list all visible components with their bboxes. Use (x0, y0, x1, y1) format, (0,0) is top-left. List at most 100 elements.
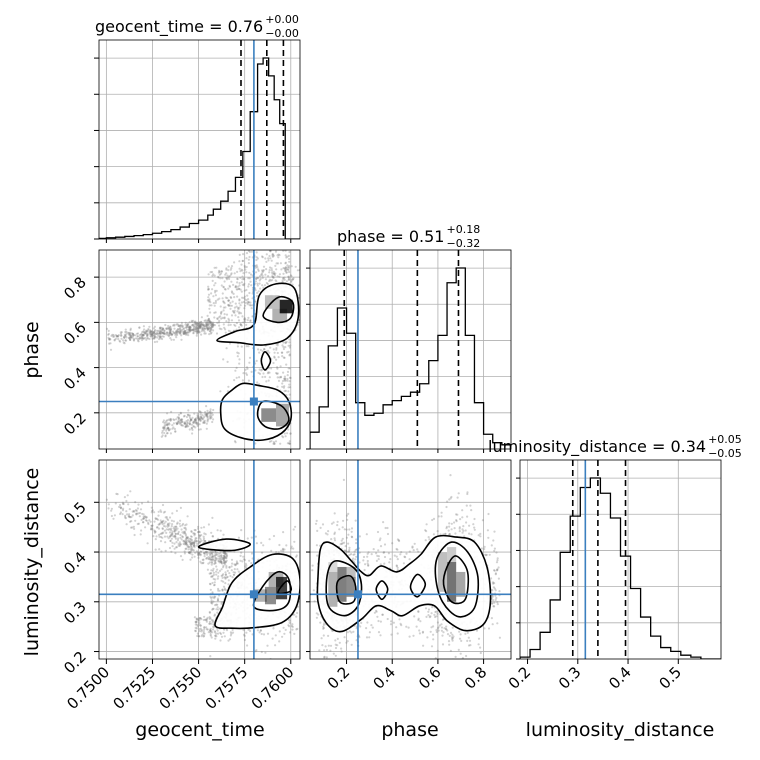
scatter-point (227, 269, 230, 272)
scatter-point (233, 272, 236, 275)
scatter-point (226, 569, 229, 573)
scatter-point (192, 421, 195, 424)
scatter-point (261, 274, 264, 277)
scatter-point (165, 328, 169, 331)
scatter-point (230, 558, 234, 561)
scatter-point (244, 565, 247, 568)
scatter-point (222, 558, 225, 561)
scatter-point (204, 332, 207, 335)
scatter-point (292, 547, 295, 550)
scatter-point (216, 317, 219, 320)
scatter-point (216, 599, 219, 602)
scatter-point (219, 558, 222, 561)
histogram-bar (347, 333, 356, 449)
scatter-point (160, 535, 163, 539)
scatter-point (199, 413, 202, 416)
scatter-point (223, 561, 226, 564)
scatter-point (174, 532, 177, 536)
scatter-point (280, 268, 283, 271)
scatter-point (153, 334, 156, 337)
scatter-point (125, 523, 128, 526)
scatter-point (188, 551, 191, 554)
scatter-point (200, 526, 203, 529)
scatter-point (151, 333, 154, 336)
scatter-point (281, 351, 284, 354)
scatter-point (142, 337, 145, 340)
scatter-point (194, 421, 197, 425)
scatter-point (436, 612, 439, 615)
scatter-point (222, 551, 225, 555)
scatter-point (153, 334, 156, 337)
scatter-point (110, 507, 113, 510)
scatter-point (185, 324, 189, 327)
scatter-point (186, 544, 189, 547)
scatter-point (203, 555, 206, 558)
scatter-point (206, 324, 209, 327)
scatter-point (177, 542, 180, 546)
scatter-point (139, 533, 142, 536)
scatter-point (208, 411, 212, 415)
scatter-point (192, 328, 195, 331)
scatter-point (170, 333, 173, 336)
scatter-point (245, 252, 249, 255)
scatter-point (378, 539, 381, 542)
scatter-point (166, 412, 169, 415)
scatter-point (162, 331, 165, 334)
scatter-point (342, 478, 345, 481)
scatter-point (400, 624, 403, 627)
scatter-point (320, 637, 323, 640)
scatter-point (117, 334, 120, 337)
scatter-point (228, 566, 231, 569)
scatter-point (169, 527, 173, 530)
scatter-point (136, 337, 139, 340)
scatter-point (245, 366, 249, 369)
panel-frame (519, 459, 722, 660)
scatter-point (208, 620, 211, 623)
scatter-point (209, 631, 212, 634)
scatter-point (206, 321, 209, 324)
scatter-point (173, 530, 176, 533)
scatter-point (210, 323, 213, 326)
scatter-point (203, 332, 206, 335)
scatter-point (192, 331, 195, 334)
scatter-point (194, 322, 197, 326)
scatter-point (236, 562, 239, 565)
scatter-point (210, 630, 213, 633)
scatter-point (315, 519, 318, 523)
scatter-point (468, 639, 472, 642)
scatter-point (199, 627, 202, 630)
scatter-point (189, 551, 192, 554)
scatter-point (232, 311, 235, 314)
scatter-point (284, 341, 287, 344)
scatter-point (355, 542, 358, 545)
scatter-point (240, 529, 243, 532)
scatter-point (197, 324, 200, 327)
scatter-point (257, 268, 260, 271)
scatter-point (175, 330, 178, 333)
scatter-point (140, 529, 143, 532)
scatter-point (186, 413, 189, 416)
scatter-point (197, 428, 201, 431)
scatter-point (135, 332, 138, 335)
scatter-point (241, 259, 244, 263)
scatter-point (209, 271, 212, 274)
scatter-point (133, 510, 136, 513)
scatter-point (172, 527, 175, 530)
scatter-point (248, 250, 251, 253)
scatter-point (258, 372, 262, 375)
scatter-point (287, 275, 290, 278)
scatter-point (161, 520, 164, 523)
scatter-point (399, 553, 402, 556)
scatter-point (200, 324, 203, 327)
scatter-point (248, 559, 251, 562)
scatter-point (344, 545, 347, 548)
scatter-point (209, 415, 212, 419)
scatter-point (193, 324, 196, 327)
scatter-point (192, 543, 195, 546)
scatter-point (164, 434, 167, 437)
scatter-point (288, 341, 291, 344)
scatter-point (197, 326, 200, 329)
scatter-point (275, 347, 278, 350)
scatter-point (188, 428, 191, 431)
scatter-point (206, 420, 209, 423)
